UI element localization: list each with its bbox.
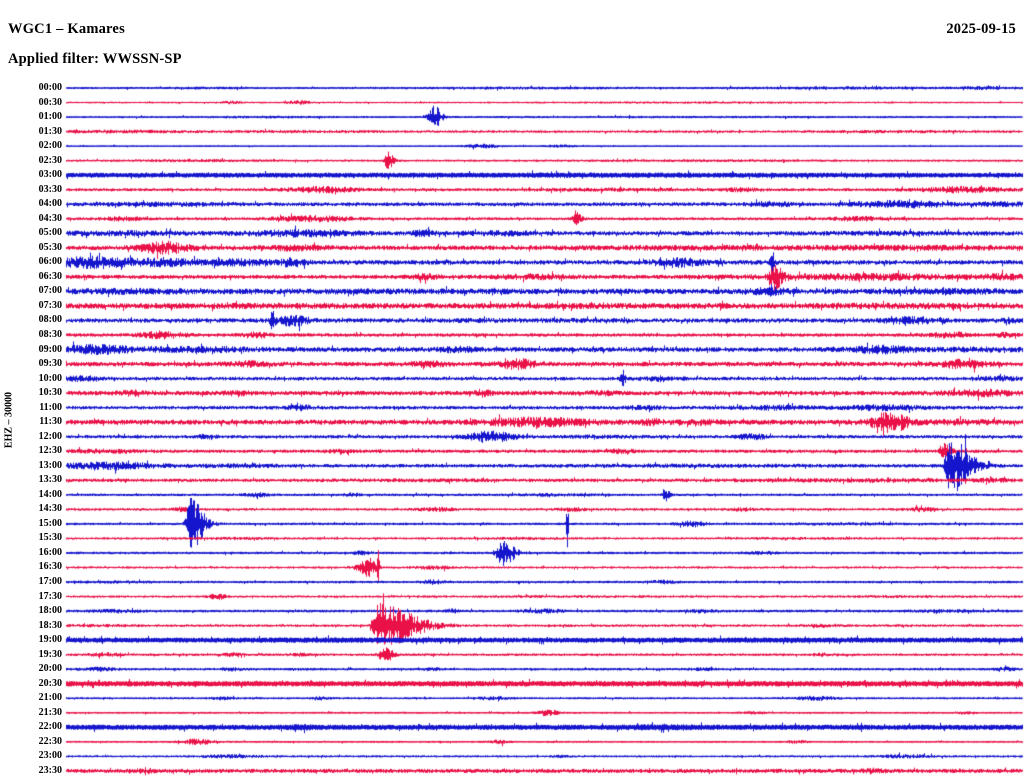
trace-time-label: 16:30: [38, 561, 62, 573]
trace-time-label: 08:30: [38, 329, 62, 340]
trace-time-label: 10:00: [38, 372, 62, 384]
trace-time-label: 06:00: [38, 256, 62, 268]
trace-time-label: 03:30: [38, 183, 62, 195]
station-title: WGC1 – Kamares: [8, 21, 125, 37]
trace-time-label: 20:30: [38, 677, 62, 689]
trace-time-label: 22:00: [38, 721, 62, 733]
applied-filter-label: Applied filter: WWSSN-SP: [8, 51, 182, 67]
trace-time-label: 07:00: [38, 285, 62, 297]
trace-time-label: 14:30: [38, 503, 62, 515]
trace-time-label: 22:30: [38, 735, 62, 747]
trace-time-label: 08:00: [38, 314, 62, 326]
trace-time-label: 19:00: [38, 634, 62, 646]
channel-scale-label: EHZ – 30000: [3, 391, 15, 449]
trace-time-label: 19:30: [38, 648, 62, 660]
trace-time-label: 01:30: [38, 125, 62, 137]
trace-time-label: 11:00: [39, 401, 62, 413]
trace-time-label: 11:30: [39, 416, 62, 428]
trace-time-label: 15:00: [38, 517, 62, 529]
trace-time-label: 17:00: [38, 576, 62, 588]
trace-time-label: 00:30: [38, 96, 62, 108]
trace-time-label: 04:00: [38, 198, 62, 210]
trace-time-label: 04:30: [38, 212, 62, 224]
trace-time-label: 12:00: [38, 430, 62, 442]
trace-time-label: 09:00: [38, 343, 62, 355]
trace-time-label: 23:00: [38, 750, 62, 762]
trace-time-label: 12:30: [38, 445, 62, 457]
trace-time-label: 05:30: [38, 241, 62, 253]
trace-time-label: 18:00: [38, 605, 62, 617]
trace-time-label: 00:00: [38, 82, 62, 93]
trace-time-label: 09:30: [38, 358, 62, 370]
trace-time-label: 07:30: [38, 299, 62, 311]
trace-time-label: 03:00: [38, 169, 62, 181]
trace-time-label: 02:30: [38, 154, 62, 166]
trace-time-label: 05:00: [38, 227, 62, 239]
trace-time-label: 21:30: [38, 706, 62, 718]
trace-time-label: 21:00: [38, 692, 62, 704]
trace-time-label: 15:30: [38, 532, 62, 544]
trace-time-label: 13:30: [38, 474, 62, 486]
trace-time-label: 16:00: [38, 546, 62, 558]
trace-time-label: 02:00: [38, 140, 62, 152]
trace-time-label: 06:30: [38, 270, 62, 282]
trace-time-label: 13:00: [38, 459, 62, 471]
trace-time-label: 01:00: [38, 111, 62, 123]
trace-time-label: 17:30: [38, 590, 62, 602]
record-date: 2025-09-15: [946, 21, 1016, 37]
trace-time-label: 10:30: [38, 387, 62, 399]
trace-time-label: 20:00: [38, 663, 62, 675]
trace-time-label: 14:00: [38, 488, 62, 500]
trace-time-label: 18:30: [38, 619, 62, 631]
trace-time-label: 23:30: [38, 764, 62, 776]
